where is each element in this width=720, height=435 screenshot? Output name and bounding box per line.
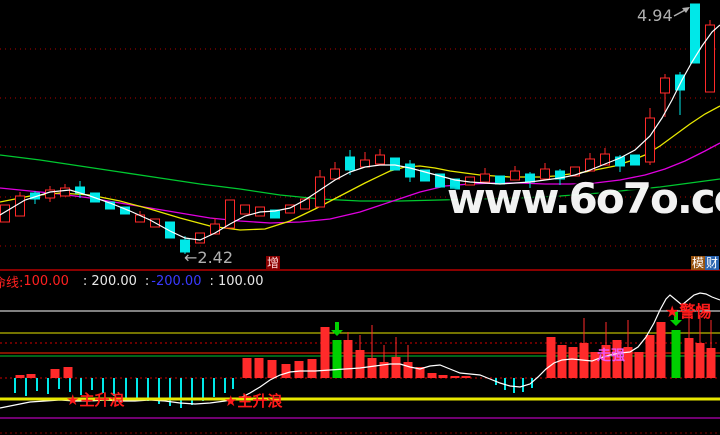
high-price-label: 4.94 <box>637 6 673 25</box>
annotation-main-rise-2: ★主升浪 <box>224 392 282 410</box>
indicator-value-1: 100.00 <box>23 274 69 289</box>
indicator-name-label: 命线: <box>0 276 24 291</box>
high-price-arrowhead <box>682 7 690 13</box>
indicator-value-3: -200.00 <box>151 274 202 289</box>
tag-mo-button[interactable]: 模 <box>691 256 706 270</box>
low-price-label: ←2.42 <box>184 248 233 267</box>
tag-cai-button[interactable]: 财 <box>705 256 720 270</box>
kline-panel[interactable] <box>0 3 720 254</box>
annotation-warning: ★警惕 <box>665 302 711 321</box>
annotation-main-rise-1: ★主升浪 <box>66 391 124 409</box>
indicator-value-2: : 200.00 <box>82 274 137 289</box>
indicator-header: 命线: 100.00 : 200.00 : -200.00 : 100.00 <box>0 273 264 291</box>
indicator-value-4: : 100.00 <box>209 274 264 289</box>
indicator-panel[interactable] <box>0 292 720 434</box>
annotation-strong: 走强 <box>597 348 625 364</box>
panel-divider <box>0 269 720 271</box>
tag-zeng-button[interactable]: 增 <box>266 256 281 270</box>
indicator-value-3-sep: : <box>144 274 150 289</box>
site-watermark: www.6o7o.com <box>447 174 720 223</box>
